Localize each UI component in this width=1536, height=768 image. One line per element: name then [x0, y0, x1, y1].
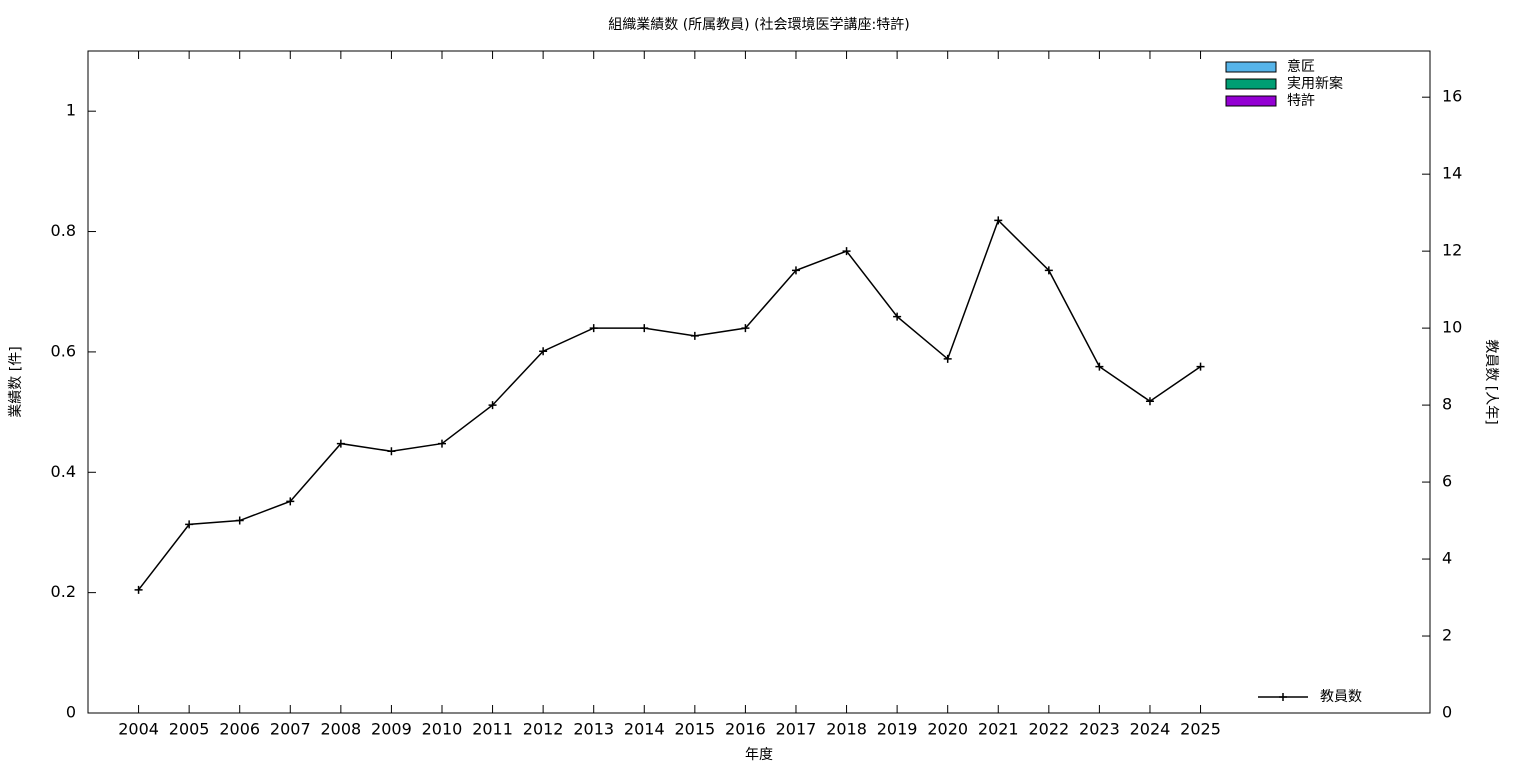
y2-tick-label: 16 [1442, 87, 1462, 106]
y-tick-label: 0.8 [51, 221, 76, 240]
legend-swatch [1225, 78, 1277, 90]
point-marker [539, 347, 548, 356]
point-marker [640, 324, 649, 333]
legend-label: 特許 [1287, 93, 1315, 109]
x-tick-label: 2004 [118, 720, 159, 739]
legend-label: 意匠 [1287, 58, 1315, 75]
legend-label: 教員数 [1320, 689, 1362, 705]
x-tick-label: 2024 [1130, 720, 1171, 739]
x-tick-label: 2022 [1028, 720, 1069, 739]
x-axis-label: 年度 [745, 747, 773, 763]
x-tick-label: 2013 [573, 720, 614, 739]
point-marker [1044, 266, 1053, 275]
x-tick-label: 2015 [674, 720, 715, 739]
point-marker [943, 354, 952, 363]
point-marker [286, 497, 295, 506]
point-marker [235, 516, 244, 525]
point-marker [741, 324, 750, 333]
point-marker [185, 520, 194, 529]
y2-tick-label: 4 [1442, 549, 1452, 568]
x-tick-label: 2005 [169, 720, 210, 739]
y-tick-label: 0 [66, 703, 76, 722]
x-tick-label: 2009 [371, 720, 412, 739]
x-tick-label: 2020 [927, 720, 968, 739]
x-tick-label: 2010 [422, 720, 463, 739]
point-marker [1145, 397, 1154, 406]
point-marker [690, 331, 699, 340]
point-marker [387, 447, 396, 456]
legend-marker [1279, 693, 1287, 701]
line [137, 218, 1201, 591]
point-marker [791, 266, 800, 275]
plot-frame [87, 50, 1431, 714]
chart-title: 組織業績数 (所属教員) (社会環境医学講座:特許) [608, 17, 909, 33]
x-tick-label: 2021 [978, 720, 1019, 739]
x-tick-label: 2006 [219, 720, 260, 739]
y2-axis-label: 教員数 [人年] [1483, 339, 1499, 424]
legend-swatch [1225, 61, 1277, 73]
y2-tick-label: 8 [1442, 395, 1452, 414]
y-axis-label: 業績数 [件] [8, 346, 24, 417]
y2-tick-label: 14 [1442, 164, 1462, 183]
y2-tick-label: 12 [1442, 241, 1462, 260]
x-tick-label: 2008 [320, 720, 361, 739]
legend-label: 実用新案 [1287, 75, 1343, 92]
x-tick-label: 2017 [776, 720, 817, 739]
y2-tick-label: 0 [1442, 703, 1452, 722]
point-marker [437, 439, 446, 448]
x-tick-label: 2023 [1079, 720, 1120, 739]
y-tick-label: 0.2 [51, 582, 76, 601]
point-marker [1095, 362, 1104, 371]
point-marker [589, 324, 598, 333]
point-marker [842, 247, 851, 256]
point-marker [1196, 362, 1205, 371]
y-tick-label: 0.6 [51, 341, 76, 360]
x-tick-label: 2025 [1180, 720, 1221, 739]
x-tick-label: 2007 [270, 720, 311, 739]
point-marker [488, 401, 497, 410]
x-tick-label: 2011 [472, 720, 513, 739]
x-tick-label: 2016 [725, 720, 766, 739]
point-marker [994, 216, 1003, 225]
y2-tick-label: 10 [1442, 318, 1462, 337]
x-tick-label: 2019 [877, 720, 918, 739]
point-marker [134, 585, 143, 594]
x-tick-label: 2014 [624, 720, 665, 739]
y2-tick-label: 2 [1442, 626, 1452, 645]
point-marker [893, 312, 902, 321]
x-tick-label: 2012 [523, 720, 564, 739]
y-tick-label: 0.4 [51, 462, 76, 481]
y2-tick-label: 6 [1442, 472, 1452, 491]
point-marker [336, 439, 345, 448]
x-tick-label: 2018 [826, 720, 867, 739]
y-tick-label: 1 [66, 101, 76, 120]
legend-swatch [1225, 95, 1277, 107]
